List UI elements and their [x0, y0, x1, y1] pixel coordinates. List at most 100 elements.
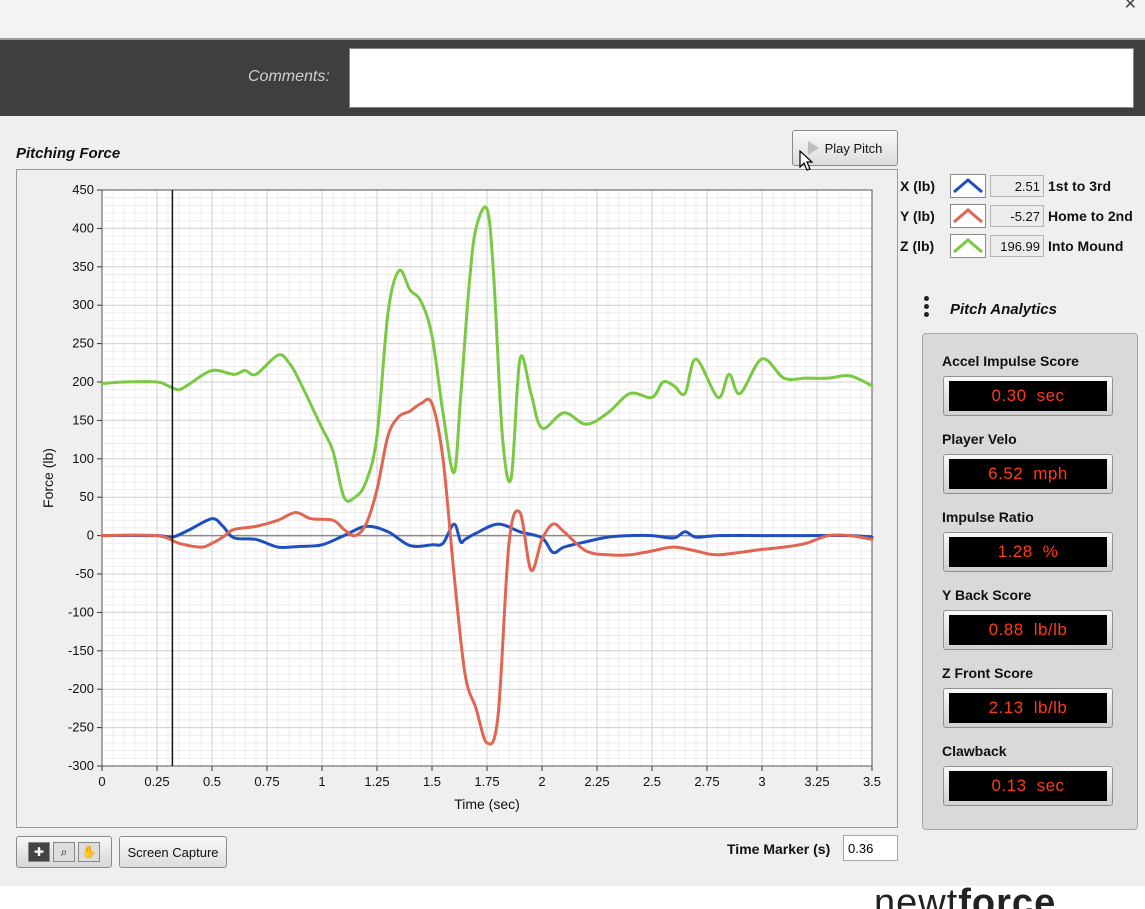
brand-logo: newtforce: [874, 886, 1056, 909]
pitching-force-graph[interactable]: 0 0.25 0.5 0.75 1 1.25 1.5 1.75 2 2.25 2.5 2.75 3 3.2…: [16, 169, 898, 828]
comments-band: Comments:: [0, 40, 1145, 116]
y-tick-label: 400: [72, 220, 94, 235]
play-icon: [807, 141, 819, 155]
y-tick-label: -100: [68, 604, 94, 619]
metric-unit: %: [1042, 542, 1059, 561]
legend-row-z: Z (lb) 196.99 Into Mound: [900, 234, 1123, 258]
plot-border: [101, 189, 873, 767]
y-tick-label: 200: [72, 374, 94, 389]
pitch-analytics-panel: Accel Impulse Score 0.30 sec Player Velo …: [922, 333, 1138, 830]
graph-tool-palette: ✚ ⌕ ✋: [16, 836, 112, 868]
brand-part2: force: [958, 886, 1057, 909]
metric-unit: sec: [1036, 386, 1065, 405]
metric-unit: sec: [1036, 776, 1065, 795]
metric-display-accel-impulse: 0.30 sec: [943, 376, 1113, 416]
zoom-tool-icon[interactable]: ⌕: [53, 842, 75, 862]
metric-label: Z Front Score: [942, 665, 1034, 681]
x-tick-label: 3.25: [804, 774, 829, 789]
metric-display-player-velo: 6.52 mph: [943, 454, 1113, 494]
legend-value-z: 196.99: [990, 235, 1044, 257]
x-tick-label: 2.5: [643, 774, 661, 789]
analytics-title: Pitch Analytics: [950, 301, 1057, 318]
x-axis-label: Time (sec): [454, 796, 520, 812]
y-tick-label: -250: [68, 720, 94, 735]
metric-value: 0.13: [991, 776, 1027, 795]
crosshair-tool-icon[interactable]: ✚: [28, 842, 50, 862]
legend-swatch-y[interactable]: [950, 204, 986, 228]
metric-unit: lb/lb: [1033, 698, 1068, 717]
footer-band: newtforce: [0, 886, 1145, 909]
metric-value: 0.30: [991, 386, 1027, 405]
graph-title: Pitching Force: [16, 145, 121, 162]
legend-row-x: X (lb) 2.51 1st to 3rd: [900, 174, 1111, 198]
series-line-z: [100, 205, 874, 503]
y-tick-label: 300: [72, 297, 94, 312]
metric-label: Y Back Score: [942, 587, 1032, 603]
metric-value: 0.88: [988, 620, 1024, 639]
legend-desc-y: Home to 2nd: [1048, 208, 1133, 224]
y-tick-label: 0: [87, 528, 94, 543]
comments-input[interactable]: [349, 48, 1134, 108]
x-tick-label: 2.25: [584, 774, 609, 789]
metric-value: 2.13: [988, 698, 1024, 717]
legend-value-x: 2.51: [990, 175, 1044, 197]
series-line-y: [100, 397, 874, 746]
metric-label: Impulse Ratio: [942, 509, 1034, 525]
more-options-icon[interactable]: [924, 296, 930, 320]
y-tick-label: -200: [68, 681, 94, 696]
legend-value-y: -5.27: [990, 205, 1044, 227]
y-tick-label: 50: [80, 489, 94, 504]
metric-unit: mph: [1033, 464, 1068, 483]
y-tick-label: 350: [72, 259, 94, 274]
x-tick-label: 1.25: [364, 774, 389, 789]
x-tick-label: 0.5: [203, 774, 221, 789]
y-tick-label: 100: [72, 451, 94, 466]
force-chart: 0 0.25 0.5 0.75 1 1.25 1.5 1.75 2 2.25 2.5 2.75 3 3.2…: [40, 182, 881, 812]
main-panel: Pitching Force 0 0.25 0.5 0.75 1 1.25 1.5 1.75 2…: [0, 116, 1145, 909]
pan-hand-tool-icon[interactable]: ✋: [78, 842, 100, 862]
y-tick-label: -150: [68, 643, 94, 658]
screen-capture-button[interactable]: Screen Capture: [119, 836, 227, 868]
y-tick-label: 250: [72, 336, 94, 351]
metric-label: Clawback: [942, 743, 1007, 759]
y-tick-label: -50: [75, 566, 94, 581]
metric-unit: lb/lb: [1033, 620, 1068, 639]
metric-value: 6.52: [988, 464, 1024, 483]
play-pitch-label: Play Pitch: [824, 140, 883, 156]
legend-axis-label: Z (lb): [900, 238, 935, 254]
metric-value: 1.28: [997, 542, 1033, 561]
legend-row-y: Y (lb) -5.27 Home to 2nd: [900, 204, 1133, 228]
series-line-x: [100, 517, 874, 555]
x-tick-label: 1: [318, 774, 325, 789]
x-tick-label: 3: [758, 774, 765, 789]
y-tick-label: 150: [72, 412, 94, 427]
close-icon[interactable]: ✕: [1123, 0, 1137, 13]
y-axis-label: Force (lb): [40, 448, 56, 508]
metric-display-y-back-score: 0.88 lb/lb: [943, 610, 1113, 650]
x-tick-label: 0.25: [144, 774, 169, 789]
comments-label: Comments:: [248, 68, 330, 85]
legend-axis-label: X (lb): [900, 178, 935, 194]
legend-desc-z: Into Mound: [1048, 238, 1124, 254]
y-tick-label: -300: [68, 758, 94, 773]
metric-label: Player Velo: [942, 431, 1017, 447]
time-marker-label: Time Marker (s): [727, 841, 831, 857]
legend-swatch-z[interactable]: [950, 234, 986, 258]
metric-label: Accel Impulse Score: [942, 353, 1079, 369]
brand-part1: newt: [874, 886, 959, 909]
x-tick-label: 3.5: [863, 774, 881, 789]
mouse-cursor-icon: [799, 150, 813, 171]
y-tick-label: 450: [72, 182, 94, 197]
time-marker-input[interactable]: 0.36: [843, 835, 898, 861]
x-tick-label: 0.75: [254, 774, 279, 789]
x-tick-label: 2.75: [694, 774, 719, 789]
legend-desc-x: 1st to 3rd: [1048, 178, 1112, 194]
x-tick-label: 1.75: [474, 774, 499, 789]
metric-display-impulse-ratio: 1.28%: [943, 532, 1113, 572]
legend-axis-label: Y (lb): [900, 208, 935, 224]
x-tick-label: 1.5: [423, 774, 441, 789]
metric-display-clawback: 0.13 sec: [943, 766, 1113, 806]
x-tick-label: 0: [98, 774, 105, 789]
legend-swatch-x[interactable]: [950, 174, 986, 198]
x-tick-label: 2: [538, 774, 545, 789]
